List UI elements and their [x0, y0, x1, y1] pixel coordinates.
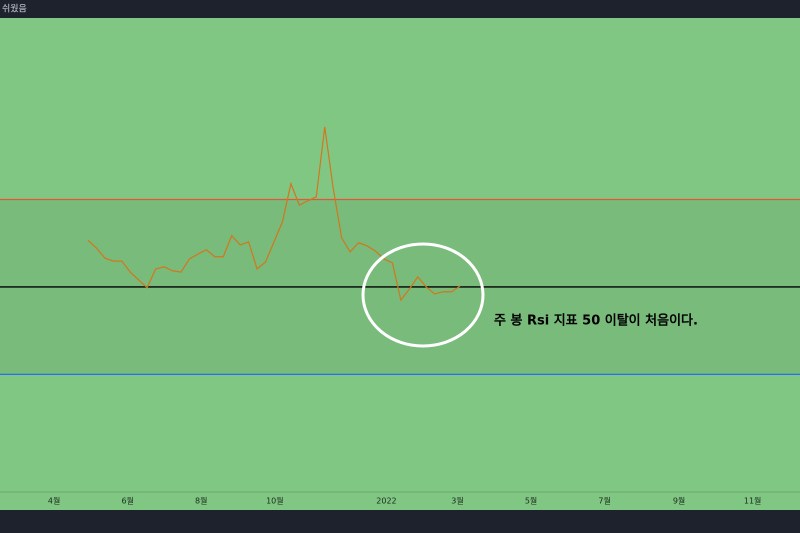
x-tick-label: 3월	[451, 496, 463, 506]
rsi-line	[87, 126, 461, 302]
header-title: 쉬웠음	[2, 4, 27, 15]
x-tick-label: 11월	[744, 496, 762, 506]
x-tick-label: 5월	[525, 496, 537, 506]
x-tick-label: 2022	[376, 497, 396, 506]
annotation: 주 봉 Rsi 지표 50 이탈이 처음이다.	[494, 313, 698, 329]
x-tick-label: 9월	[673, 496, 685, 506]
x-tick-label: 6월	[121, 496, 133, 506]
x-tick-label: 4월	[48, 496, 60, 506]
x-tick-label: 7월	[598, 496, 610, 506]
x-tick-label: 10월	[266, 496, 284, 506]
bottom-bar	[0, 510, 800, 533]
x-tick-label: 8월	[195, 496, 207, 506]
top-bar	[0, 0, 800, 18]
highlight-circle	[361, 242, 485, 348]
